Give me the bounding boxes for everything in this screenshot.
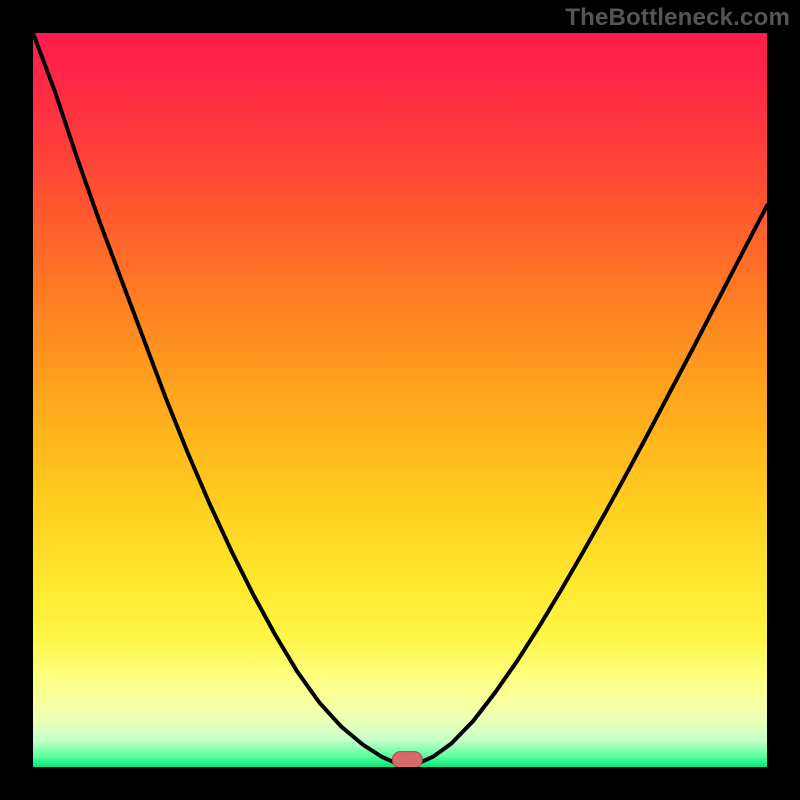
plot-svg	[33, 33, 767, 767]
gradient-background	[33, 33, 767, 767]
plot-area	[33, 33, 767, 767]
minimum-marker	[392, 752, 422, 767]
chart-container: TheBottleneck.com	[0, 0, 800, 800]
watermark-text: TheBottleneck.com	[565, 4, 790, 32]
